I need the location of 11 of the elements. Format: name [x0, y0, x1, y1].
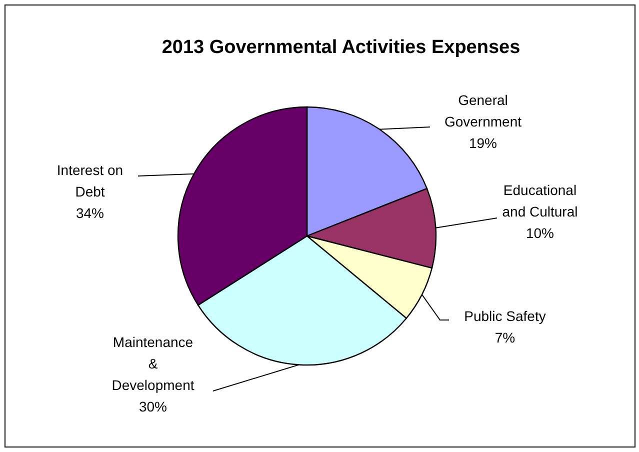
chart-title: 2013 Governmental Activities Expenses: [162, 37, 520, 58]
data-label: 30%: [138, 398, 168, 414]
slice-label: Public Safety: [464, 308, 546, 324]
slice-label: Educational and Cultural: [502, 182, 578, 220]
slice-label: Maintenance & Development: [112, 334, 194, 393]
slice-label: Interest on Debt: [56, 162, 124, 200]
data-label: 19%: [468, 135, 498, 151]
data-label: 34%: [76, 205, 104, 221]
slice-label: General Government: [444, 92, 522, 130]
data-label: 10%: [526, 225, 554, 241]
data-label: 7%: [494, 330, 516, 346]
